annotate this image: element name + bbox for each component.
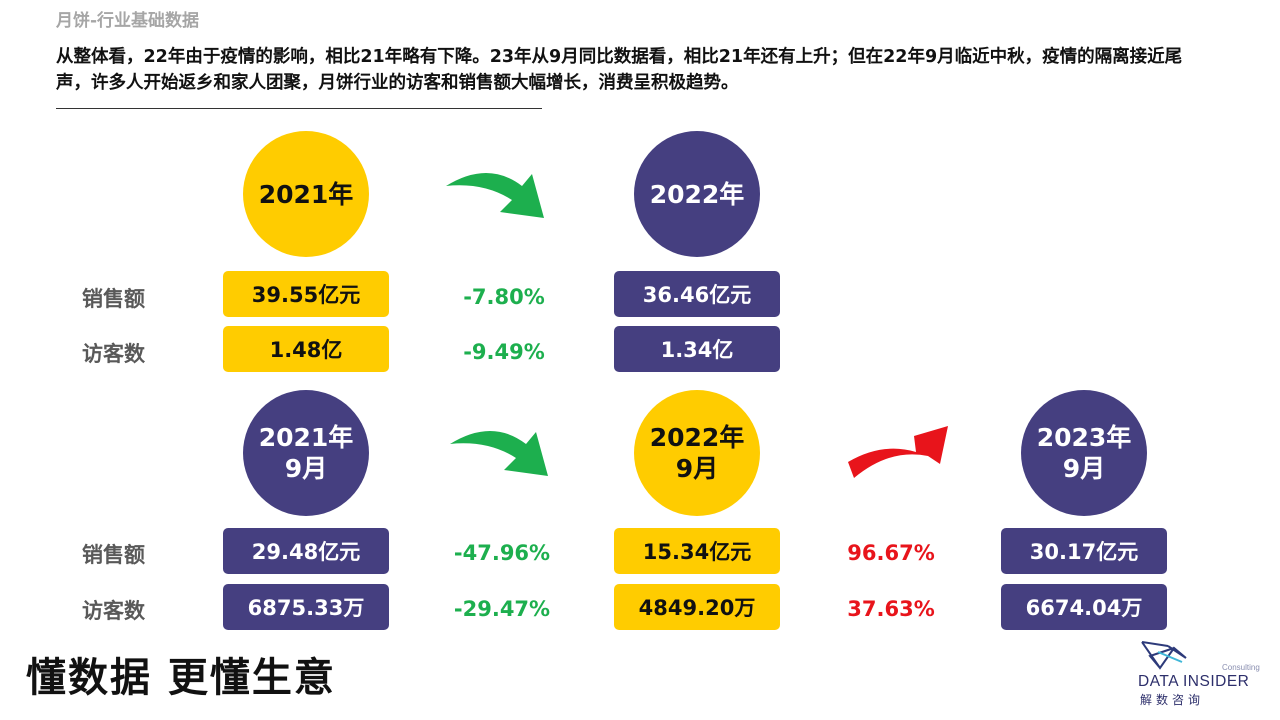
logo-name: DATA INSIDER <box>1138 673 1250 690</box>
sep-2023-circle: 2023年 9月 <box>1021 390 1147 516</box>
sales-2022: 36.46亿元 <box>614 271 780 317</box>
curved-arrow-up-icon <box>848 426 948 478</box>
visitors-label: 访客数 <box>82 342 145 366</box>
visitors-sep-2023: 6674.04万 <box>1001 584 1167 630</box>
sales-label: 销售额 <box>82 287 145 311</box>
sales-sep-2023: 30.17亿元 <box>1001 528 1167 574</box>
visitors-sep-2022: 4849.20万 <box>614 584 780 630</box>
sales-label: 销售额 <box>82 543 145 567</box>
page-title: 月饼-行业基础数据 <box>56 11 200 31</box>
visitors-change-annual: -9.49% <box>463 340 545 364</box>
sales-sep-2022: 15.34亿元 <box>614 528 780 574</box>
visitors-sep-2021: 6875.33万 <box>223 584 389 630</box>
curved-arrow-down-icon <box>450 431 548 476</box>
slogan: 懂数据 更懂生意 <box>26 655 336 701</box>
visitors-change-21-22: -29.47% <box>453 597 551 621</box>
logo-tagline: Consulting <box>1222 663 1260 672</box>
sep-2022-circle: 2022年 9月 <box>634 390 760 516</box>
sales-change-21-22: -47.96% <box>453 541 551 565</box>
visitors-label: 访客数 <box>82 599 145 623</box>
divider <box>56 108 542 109</box>
year-2021-circle: 2021年 <box>243 131 369 257</box>
summary-text: 从整体看，22年由于疫情的影响，相比21年略有下降。23年从9月同比数据看，相比… <box>56 47 1183 93</box>
data-insider-logo-icon <box>1141 641 1187 670</box>
sep-2021-circle: 2021年 9月 <box>243 390 369 516</box>
sales-2021: 39.55亿元 <box>223 271 389 317</box>
visitors-change-22-23: 37.63% <box>847 597 935 621</box>
sales-change-annual: -7.80% <box>463 285 545 309</box>
curved-arrow-down-icon <box>446 173 544 218</box>
sales-sep-2021: 29.48亿元 <box>223 528 389 574</box>
visitors-2021: 1.48亿 <box>223 326 389 372</box>
sales-change-22-23: 96.67% <box>847 541 935 565</box>
logo-subtitle: 解数咨询 <box>1140 693 1205 707</box>
year-2022-circle: 2022年 <box>634 131 760 257</box>
visitors-2022: 1.34亿 <box>614 326 780 372</box>
